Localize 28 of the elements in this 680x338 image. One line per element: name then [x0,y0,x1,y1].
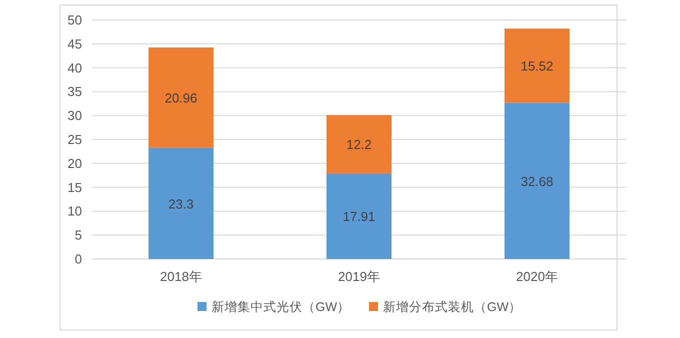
bar [148,148,214,259]
bar [326,115,392,174]
y-tick-label: 30 [68,108,82,124]
legend-label: 新增分布式装机（GW） [383,300,522,314]
y-tick-label: 0 [74,252,82,266]
x-tick-label: 2019年 [338,269,380,284]
data-label: 32.68 [520,174,554,189]
y-tick-label: 25 [68,132,82,147]
data-label: 23.3 [168,196,194,212]
bar [504,102,570,259]
data-label: 15.52 [520,58,554,74]
y-tick-label: 50 [68,12,82,28]
y-tick-label: 10 [68,204,82,219]
y-tick-label: 45 [68,36,82,52]
bar [504,28,570,103]
bar [326,173,392,259]
y-tick-label: 5 [74,228,82,243]
bar [148,47,214,148]
y-tick-label: 20 [68,156,82,171]
y-tick-label: 15 [68,180,82,195]
y-tick-label: 35 [68,84,82,100]
data-label: 17.91 [342,209,376,224]
data-label: 12.2 [346,137,372,152]
legend-label: 新增集中式光伏（GW） [212,300,350,314]
x-tick-label: 2020年 [516,269,558,284]
data-label: 20.96 [164,90,198,106]
y-tick-label: 40 [68,60,82,76]
x-tick-label: 2018年 [160,269,202,284]
